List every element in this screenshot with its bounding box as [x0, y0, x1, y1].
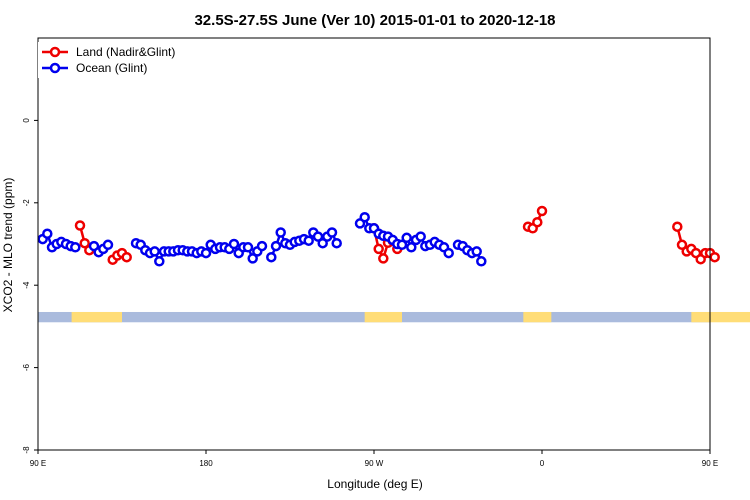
ocean-data-point: [266, 251, 277, 263]
legend: Land (Nadir&Glint) Ocean (Glint): [38, 42, 188, 78]
land-data-point: [79, 237, 90, 249]
y-axis-label: XCO2 - MLO trend (ppm): [1, 178, 15, 313]
land-data-point: [672, 221, 683, 232]
axes: 90 E 180 90 W 0 90 E 0 -2 -4 -6 -8: [22, 37, 718, 468]
land-ocean-band: [38, 311, 750, 323]
x-tick-label: 90 E: [30, 459, 46, 468]
ocean-data-point: [415, 231, 426, 242]
legend-marker-ocean: [49, 62, 61, 74]
x-tick-label: 90 E: [702, 459, 718, 468]
land-data-point: [676, 239, 688, 251]
ocean-data-point: [275, 227, 286, 238]
ocean-data-point: [256, 240, 268, 252]
land-data-point: [536, 205, 548, 217]
ocean-data-point: [149, 246, 160, 257]
ocean-data-point: [471, 246, 482, 257]
legend-background: [38, 42, 188, 78]
ocean-data-point: [476, 256, 487, 267]
land-band-3: [523, 311, 552, 323]
ocean-data-point: [154, 256, 165, 267]
y-tick-label: -2: [22, 199, 31, 207]
land-band-2: [364, 311, 402, 323]
chart-title: 32.5S-27.5S June (Ver 10) 2015-01-01 to …: [194, 12, 555, 29]
x-tick-label: 90 W: [365, 459, 384, 468]
y-tick-label: -8: [22, 446, 31, 454]
land-band-1: [71, 311, 122, 323]
x-tick-label: 0: [540, 459, 545, 468]
ocean-data-point: [102, 239, 114, 251]
y-tick-label: -6: [22, 363, 31, 371]
legend-marker-land: [49, 46, 61, 58]
ocean-data-point: [228, 238, 240, 250]
series-layer: [37, 205, 720, 267]
y-tick-label: 0: [22, 118, 31, 123]
ocean-data-point: [312, 231, 324, 242]
land-data-point: [378, 253, 389, 264]
ocean-data-point: [247, 253, 258, 264]
land-data-point: [121, 251, 132, 263]
land-data-point: [74, 220, 86, 231]
ocean-data-point: [270, 240, 282, 252]
land-band-4: [691, 311, 750, 323]
ocean-data-point: [396, 239, 408, 251]
land-data-point: [532, 216, 543, 228]
ocean-data-point: [303, 235, 314, 246]
ocean-data-point: [359, 211, 370, 223]
land-data-point: [373, 243, 384, 255]
ocean-data-point: [42, 228, 53, 239]
ocean-data-point: [443, 247, 454, 259]
ocean-data-point: [406, 242, 417, 253]
legend-label-land: Land (Nadir&Glint): [76, 45, 175, 59]
ocean-data-point: [317, 237, 328, 249]
x-axis-label: Longitude (deg E): [327, 477, 422, 491]
land-data-point: [709, 251, 720, 263]
legend-label-ocean: Ocean (Glint): [76, 61, 147, 75]
ocean-data-point: [200, 247, 212, 259]
ocean-data-point: [326, 227, 338, 238]
ocean-data-point: [331, 237, 342, 249]
x-tick-label: 180: [199, 459, 213, 468]
y-tick-label: -4: [22, 281, 31, 289]
ocean-data-point: [70, 242, 81, 253]
ocean-data-point: [401, 232, 412, 244]
ocean-data-point: [242, 242, 254, 253]
